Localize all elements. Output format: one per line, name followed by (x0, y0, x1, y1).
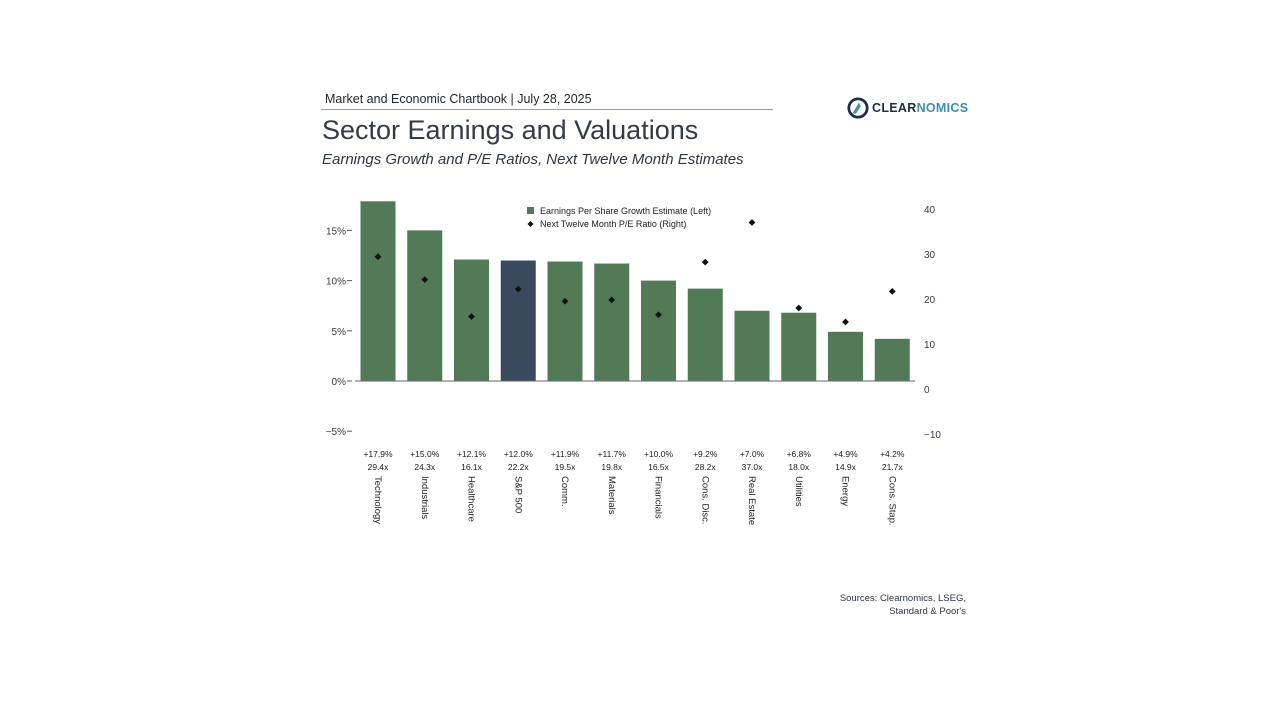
bar-healthcare (454, 259, 489, 381)
left-axis-tick-label: 10% (326, 277, 346, 288)
right-axis-tick-label: −10 (924, 430, 941, 441)
left-axis-tick-label: 0% (332, 377, 347, 388)
eps-growth-label: +12.1% (457, 449, 487, 459)
bar-utilities (781, 312, 817, 381)
pe-ratio-label: 29.4x (368, 462, 390, 472)
eps-growth-label: +4.2% (880, 449, 905, 459)
pe-marker-cons-disc- (701, 258, 709, 266)
eps-growth-label: +10.0% (644, 449, 674, 459)
category-label: Real Estate (746, 476, 757, 525)
legend-marker-swatch (527, 221, 534, 227)
bar-real-estate (734, 310, 770, 381)
clearnomics-logo-icon (847, 97, 869, 119)
category-label: Financials (653, 476, 664, 519)
pe-ratio-label: 22.2x (508, 462, 530, 472)
pe-marker-energy (842, 318, 849, 326)
eps-growth-label: +11.9% (551, 449, 580, 459)
right-axis-tick-label: 10 (924, 340, 936, 351)
right-axis-tick-label: 0 (924, 385, 930, 396)
chartbook-header: Market and Economic Chartbook | July 28,… (325, 92, 592, 106)
eps-growth-label: +7.0% (740, 449, 765, 459)
pe-marker-comm- (561, 297, 569, 305)
right-axis-tick-label: 30 (924, 250, 936, 261)
pe-ratio-label: 18.0x (788, 462, 810, 472)
pe-ratio-label: 19.5x (555, 462, 577, 472)
chart-subtitle: Earnings Growth and P/E Ratios, Next Twe… (322, 151, 744, 168)
left-axis-tick-label: 5% (332, 327, 347, 338)
eps-growth-label: +15.0% (410, 449, 440, 459)
eps-growth-label: +11.7% (598, 449, 627, 459)
legend-bar-label: Earnings Per Share Growth Estimate (Left… (540, 206, 711, 216)
category-label: S&P 500 (512, 476, 523, 513)
pe-marker-utilities (795, 304, 803, 312)
bar-industrials (407, 230, 443, 381)
pe-ratio-label: 14.9x (835, 462, 857, 472)
eps-growth-label: +6.8% (787, 449, 812, 459)
bar-cons-disc- (687, 288, 723, 381)
left-axis-tick-label: 15% (326, 226, 346, 237)
pe-marker-healthcare (468, 313, 475, 320)
pe-ratio-label: 16.1x (461, 462, 483, 472)
pe-ratio-label: 16.5x (648, 462, 670, 472)
pe-marker-real-estate (748, 219, 756, 226)
pe-marker-technology (374, 253, 382, 261)
logo-wordmark: CLEARNOMICS (872, 101, 969, 115)
left-axis-tick-label: −5% (326, 427, 346, 438)
pe-ratio-label: 28.2x (695, 462, 717, 472)
pe-ratio-label: 21.7x (882, 462, 904, 472)
legend-marker-label: Next Twelve Month P/E Ratio (Right) (540, 219, 686, 229)
bar-materials (594, 263, 630, 381)
right-axis-tick-label: 20 (924, 295, 936, 306)
pe-marker-industrials (421, 276, 429, 284)
eps-growth-label: +9.2% (693, 449, 718, 459)
bar-comm- (547, 261, 583, 381)
sources-note-container: Sources: Clearnomics, LSEG, Standard & P… (806, 592, 966, 618)
bar-energy (828, 331, 863, 381)
right-axis-tick-label: 40 (924, 205, 936, 216)
category-label: Energy (840, 476, 851, 506)
eps-growth-label: +4.9% (833, 449, 858, 459)
header-divider (321, 109, 773, 110)
bar-cons-stap- (874, 338, 910, 381)
bar-s-p-500 (500, 260, 536, 381)
pe-ratio-label: 37.0x (742, 462, 764, 472)
category-label: Materials (606, 476, 617, 515)
sources-note: Sources: Clearnomics, LSEG, Standard & P… (839, 593, 966, 617)
pe-ratio-label: 24.3x (414, 462, 436, 472)
legend-bar-swatch (527, 207, 534, 214)
clearnomics-logo: CLEARNOMICS (847, 96, 968, 120)
eps-growth-label: +12.0% (504, 449, 534, 459)
pe-marker-financials (655, 311, 662, 319)
category-label: Cons. Stap. (886, 476, 897, 526)
pe-marker-materials (608, 296, 616, 304)
category-label: Industrials (419, 476, 430, 520)
category-label: Cons. Disc. (699, 476, 710, 525)
pe-marker-s-p-500 (514, 285, 522, 293)
bar-technology (360, 201, 396, 381)
category-label: Technology (372, 476, 383, 524)
category-label: Utilities (793, 476, 804, 507)
bar-financials (641, 280, 676, 381)
eps-growth-label: +17.9% (363, 449, 393, 459)
pe-ratio-label: 19.8x (601, 462, 623, 472)
category-label: Comm. (559, 476, 570, 507)
chart-title: Sector Earnings and Valuations (322, 115, 699, 145)
category-label: Healthcare (466, 476, 477, 522)
pe-marker-cons-stap- (888, 287, 896, 295)
